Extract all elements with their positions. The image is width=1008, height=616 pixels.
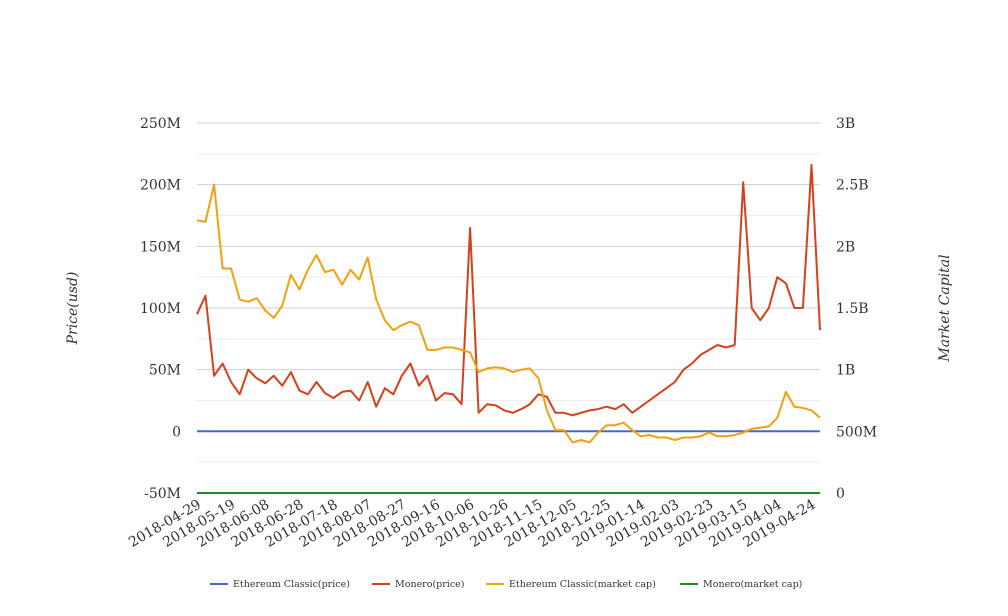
y-tick-label: 0 — [172, 424, 181, 440]
y2-axis-title: Market Capital — [937, 254, 953, 362]
y-tick-label: 100M — [140, 301, 181, 317]
series-line-ethereum-classic-market-cap- — [196, 183, 821, 444]
left-axis-ticks: -50M 0 50M 100M 150M 200M 250M — [140, 116, 181, 502]
y2-tick-label: 3B — [836, 116, 855, 132]
legend: Ethereum Classic(price) Monero(price) Ethe… — [210, 579, 802, 590]
right-axis-ticks: 0 500M 1B 1.5B 2B 2.5B 3B — [836, 116, 877, 502]
legend-item: Ethereum Classic(price) — [210, 579, 350, 590]
legend-item: Ethereum Classic(market cap) — [486, 579, 656, 590]
y-tick-label: 200M — [140, 178, 181, 194]
y-tick-label: 50M — [149, 363, 181, 379]
x-axis-ticks: 2018-04-292018-05-192018-06-082018-06-28… — [126, 497, 818, 551]
legend-label: Monero(market cap) — [703, 579, 802, 590]
y2-tick-label: 1B — [836, 363, 855, 379]
series-line-monero-price- — [196, 163, 821, 417]
y-tick-label: 250M — [140, 116, 181, 132]
series-lines — [196, 163, 821, 494]
y-axis-title: Price(usd) — [65, 272, 81, 346]
y2-tick-label: 1.5B — [836, 301, 869, 317]
legend-label: Monero(price) — [395, 579, 464, 590]
legend-item: Monero(market cap) — [680, 579, 802, 590]
legend-label: Ethereum Classic(price) — [233, 579, 350, 590]
y-tick-label: -50M — [144, 486, 181, 502]
legend-label: Ethereum Classic(market cap) — [509, 579, 656, 590]
y2-tick-label: 2.5B — [836, 178, 869, 194]
y2-tick-label: 2B — [836, 239, 855, 255]
gridlines — [197, 122, 820, 494]
y2-tick-label: 0 — [836, 486, 845, 502]
y-tick-label: 150M — [140, 239, 181, 255]
legend-item: Monero(price) — [372, 579, 464, 590]
y2-tick-label: 500M — [836, 424, 877, 440]
